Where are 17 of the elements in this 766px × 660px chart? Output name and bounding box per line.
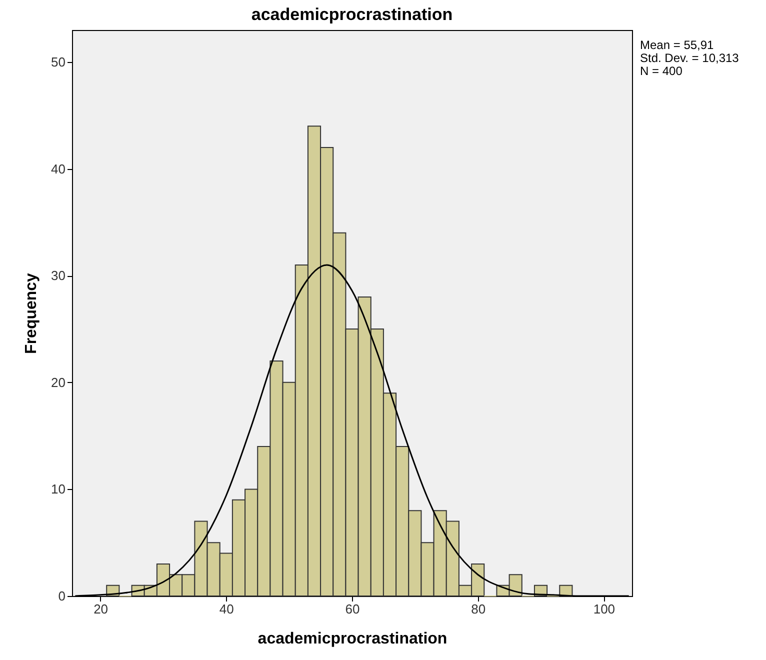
y-axis-title: Frequency: [23, 272, 40, 354]
x-tick-label: 40: [219, 602, 234, 616]
x-tick-label: 100: [593, 602, 616, 616]
x-tick-label: 20: [94, 602, 108, 616]
y-tick-label: 0: [58, 588, 66, 604]
y-tick-label: 50: [51, 54, 66, 70]
y-tick-label: 30: [51, 268, 66, 284]
text: N = 400: [640, 64, 683, 78]
text: Mean = 55,91: [640, 38, 714, 52]
x-tick-label: 80: [471, 602, 486, 616]
x-tick-label: 60: [345, 602, 360, 616]
y-tick-label: 40: [51, 161, 66, 176]
chart-title: academicprocrastination: [251, 5, 453, 24]
y-tick-label: 10: [51, 482, 66, 497]
text: Std. Dev. = 10,313: [640, 51, 740, 65]
y-tick-label: 20: [51, 374, 66, 390]
x-axis-title: academicprocrastination: [258, 630, 448, 648]
